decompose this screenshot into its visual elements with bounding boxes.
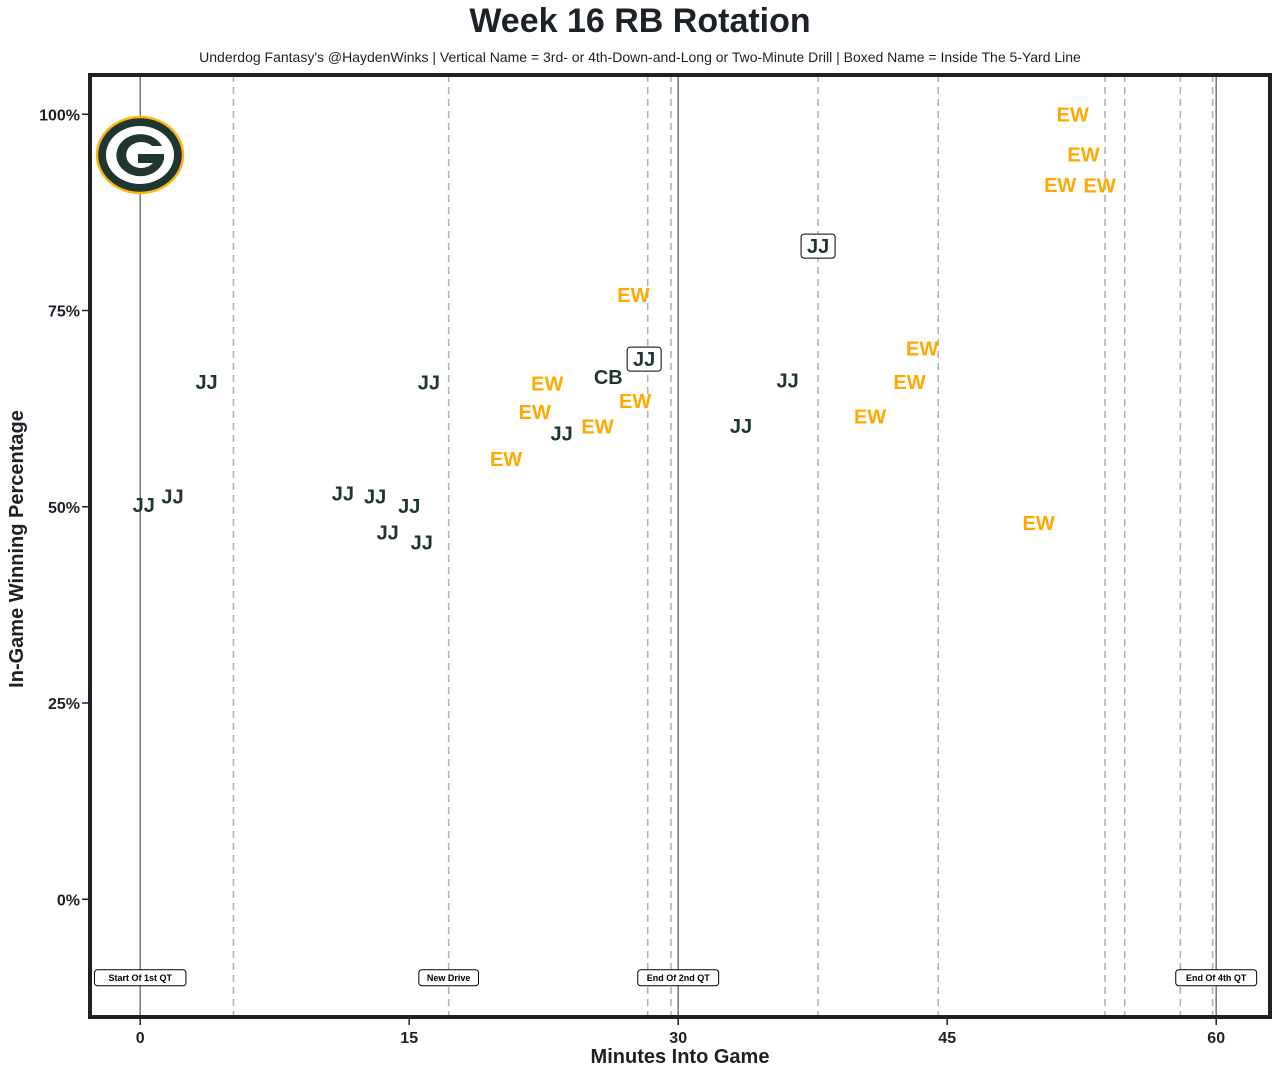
data-point-group: JJ [195,372,217,394]
chart-subtitle: Underdog Fantasy's @HaydenWinks | Vertic… [199,49,1081,65]
data-point-ew: EW [906,338,938,360]
data-point-group: CB [594,367,623,389]
annotation-label: End Of 2nd QT [647,973,710,983]
data-point-ew: EW [1084,175,1116,197]
data-point-group: JJ [800,233,836,259]
y-tick-label: 100% [39,107,80,124]
data-point-group: JJ [418,373,440,395]
data-point-jj: JJ [730,416,752,438]
data-point-group: EW [854,406,886,428]
data-point-ew: EW [519,402,551,424]
plot-frame [88,73,1272,1019]
annotation-box [637,969,720,987]
data-point-ew: EW [1067,144,1099,166]
data-point-jj: JJ [411,533,433,555]
data-point-ew: EW [581,417,613,439]
data-point-group: EW [906,338,938,360]
data-point-jj: JJ [332,483,354,505]
x-axis-label: Minutes Into Game [591,1046,770,1068]
x-tick-label: 60 [1207,1030,1225,1047]
boxed-point-frame [626,346,662,372]
data-point-jj: JJ [377,523,399,545]
data-point-ew: EW [617,285,649,307]
annotation-label: New Drive [427,973,471,983]
data-point-group: EW [1067,144,1099,166]
data-point-group: JJ [364,487,386,509]
data-point-ew: EW [619,391,651,413]
data-point-group: JJ [551,424,573,446]
annotation-label: End Of 4th QT [1186,973,1247,983]
data-point-jj: JJ [418,373,440,395]
data-point-jj: JJ [776,370,798,392]
chart-title: Week 16 RB Rotation [469,2,811,40]
logo-g [116,134,164,177]
data-point-group: JJ [626,346,662,372]
data-point-jj: JJ [807,236,829,258]
data-point-group: JJ [161,487,183,509]
data-point-ew: EW [1057,104,1089,126]
data-point-group: JJ [332,483,354,505]
y-axis-label: In-Game Winning Percentage [6,410,28,688]
y-tick-label: 25% [48,696,80,713]
data-point-jj: JJ [133,495,155,517]
data-point-jj: JJ [195,372,217,394]
boxed-point-frame [800,233,836,259]
data-point-group: EW [1044,175,1076,197]
y-tick-label: 50% [48,500,80,517]
data-point-group: JJ [133,495,155,517]
x-tick-label: 15 [400,1030,418,1047]
data-point-group: EW [519,402,551,424]
data-point-jj: JJ [551,424,573,446]
data-point-group: JJ [776,370,798,392]
data-point-jj: JJ [398,496,420,518]
annotation-box [1175,969,1258,987]
data-point-jj: JJ [633,349,655,371]
annotation-label: Start Of 1st QT [108,973,172,983]
x-tick-label: 45 [938,1030,956,1047]
annotation-box [418,969,480,987]
data-point-ew: EW [1023,513,1055,535]
data-point-group: EW [1057,104,1089,126]
data-point-group: JJ [377,523,399,545]
data-point-group: EW [893,372,925,394]
data-point-jj: JJ [364,487,386,509]
data-point-group: JJ [398,496,420,518]
data-point-ew: EW [854,406,886,428]
data-point-group: EW [619,391,651,413]
team-logo [95,115,185,195]
data-point-group: JJ [411,533,433,555]
data-point-group: JJ [730,416,752,438]
data-point-group: EW [617,285,649,307]
data-point-ew: EW [893,372,925,394]
data-point-group: EW [490,449,522,471]
y-tick-label: 75% [48,304,80,321]
data-point-group: EW [1084,175,1116,197]
annotation-box [93,969,187,987]
data-point-jj: JJ [161,487,183,509]
data-point-cb: CB [594,367,623,389]
x-tick-label: 0 [136,1030,145,1047]
data-point-ew: EW [490,449,522,471]
data-point-ew: EW [1044,175,1076,197]
x-tick-label: 30 [669,1030,687,1047]
data-point-group: EW [531,374,563,396]
data-point-group: EW [581,417,613,439]
data-point-group: EW [1023,513,1055,535]
data-point-ew: EW [531,374,563,396]
y-tick-label: 0% [57,892,80,909]
